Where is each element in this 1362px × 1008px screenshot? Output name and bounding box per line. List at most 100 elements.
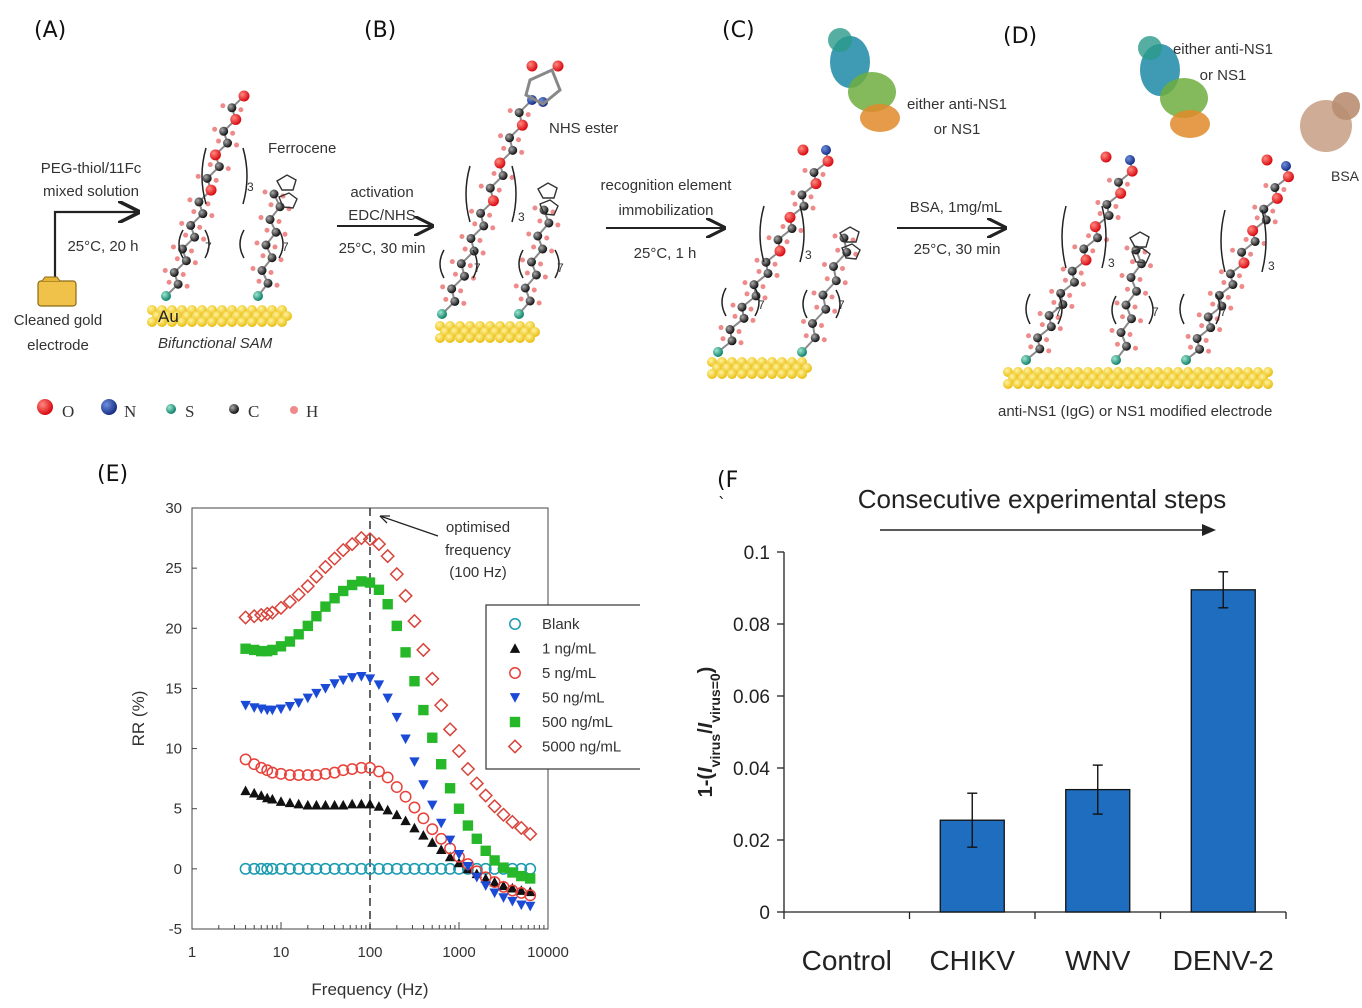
d-protein-label-2: or NS1: [1199, 67, 1247, 84]
repeat-bracket: [1261, 209, 1267, 273]
au-label: Au: [158, 307, 179, 326]
oxygen-atom: [209, 149, 221, 161]
data-point-5-ng-ml: [328, 766, 341, 779]
hydrogen-atom: [842, 280, 848, 286]
data-point-5000-ng-ml: [442, 722, 458, 737]
carbon-atom: [227, 103, 237, 113]
data-point-50-ng-ml: [373, 680, 385, 691]
data-point-1-ng-ml: [525, 886, 536, 897]
oxygen-atom: [1238, 257, 1250, 269]
carbon-atom: [1104, 211, 1114, 221]
c-protein-label-2: or NS1: [933, 121, 981, 138]
hydrogen-atom: [525, 112, 531, 118]
gold-surface: [1233, 379, 1243, 389]
data-point-500-ng-ml: [249, 644, 260, 656]
hydrogen-atom: [1127, 332, 1133, 337]
hydrogen-atom: [1090, 248, 1096, 254]
nitrogen-atom: [538, 97, 548, 107]
hydrogen-atom: [1119, 273, 1125, 278]
gold-surface: [1113, 379, 1123, 389]
carbon-atom: [479, 221, 489, 231]
gold-surface: [167, 317, 177, 327]
hydrogen-atom: [212, 126, 218, 132]
d-sub7-3: 7: [1220, 305, 1227, 319]
data-point-50-ng-ml: [471, 872, 483, 883]
data-point-5000-ng-ml: [273, 600, 289, 616]
oxygen-atom: [1247, 225, 1259, 237]
hydrogen-atom: [1095, 199, 1101, 205]
oxygen-atom: [810, 178, 822, 190]
hydrogen-atom: [730, 302, 736, 308]
sulfur-atom: [1111, 355, 1121, 365]
data-point-5000-ng-ml: [469, 776, 485, 791]
carbon-atom: [1127, 314, 1136, 324]
data-point-5000-ng-ml: [318, 559, 333, 575]
carbon-atom: [809, 167, 819, 177]
hydrogen-atom: [1124, 245, 1130, 251]
gold-surface: [247, 317, 257, 327]
data-point-5000-ng-ml: [514, 820, 529, 836]
carbon-atom: [1122, 341, 1131, 351]
hydrogen-atom: [268, 270, 274, 275]
annotation-arrow: [379, 515, 439, 537]
repeat-bracket: [472, 249, 478, 279]
hydrogen-atom: [264, 227, 270, 233]
gold-surface: [197, 317, 207, 327]
hydrogen-atom: [1049, 288, 1055, 294]
panel-label-a: (A): [34, 18, 67, 43]
data-point-50-ng-ml: [311, 688, 322, 699]
y-tick-label: 0.04: [733, 759, 770, 780]
repeat-bracket: [1148, 295, 1154, 325]
data-point-50-ng-ml: [436, 818, 447, 829]
sulfur-atom: [161, 291, 171, 301]
data-point-1-ng-ml: [311, 799, 322, 810]
data-point-5-ng-ml: [275, 767, 287, 780]
carbon-atom: [773, 235, 783, 245]
molecule-bond: [165, 95, 245, 297]
hydrogen-atom: [501, 145, 507, 151]
hydrogen-atom: [520, 257, 525, 263]
carbon-atom: [466, 233, 476, 243]
legend-label: 500 ng/mL: [542, 714, 613, 731]
data-point-5-ng-ml: [292, 769, 305, 781]
data-point-1-ng-ml: [249, 787, 260, 798]
data-point-blank: [319, 862, 332, 875]
data-point-500-ng-ml: [427, 732, 438, 743]
hydrogen-atom: [184, 283, 190, 289]
bsa-label: BSA: [1331, 168, 1360, 184]
gold-surface: [1183, 379, 1193, 389]
carbon-atom: [214, 162, 224, 172]
data-point-5000-ng-ml: [380, 548, 395, 564]
data-point-1-ng-ml: [338, 799, 349, 810]
repeat-bracket: [278, 229, 284, 259]
hydrogen-atom: [462, 246, 468, 252]
data-point-5-ng-ml: [355, 761, 368, 774]
carbon-atom: [459, 271, 469, 281]
hydrogen-atom: [519, 149, 525, 155]
ferrocene-label: Ferrocene: [268, 140, 337, 157]
hydrogen-atom: [1281, 187, 1287, 193]
carbon-atom: [267, 253, 277, 263]
hydrogen-atom: [179, 220, 185, 226]
panel-label-d: (D): [1003, 24, 1038, 49]
data-point-5-ng-ml: [248, 758, 261, 771]
repeat-bracket: [1111, 295, 1117, 325]
hydrogen-atom: [549, 248, 555, 254]
carbon-atom: [525, 296, 535, 306]
hydrogen-atom: [1133, 345, 1138, 351]
x-tick-label: 100: [357, 944, 382, 961]
data-point-1-ng-ml: [240, 785, 251, 796]
data-point-500-ng-ml: [293, 629, 304, 640]
data-point-500-ng-ml: [364, 577, 376, 588]
x-tick-label: 1000: [442, 944, 475, 961]
carbon-atom: [1237, 247, 1247, 257]
legend-label: 1 ng/mL: [542, 641, 596, 658]
data-point-5000-ng-ml: [496, 807, 511, 822]
hydrogen-atom: [832, 308, 838, 314]
hydrogen-atom: [750, 317, 756, 323]
hydrogen-atom: [238, 107, 244, 113]
oxygen-atom: [205, 184, 217, 196]
chart-f-virus-specificity: 0 0.02 0.04 0.06 0.08 0.1 Control CHIKV WNV DENV-…: [695, 484, 1287, 976]
bar-denv-2: [1190, 589, 1256, 913]
x-tick-label: Control: [802, 945, 892, 976]
